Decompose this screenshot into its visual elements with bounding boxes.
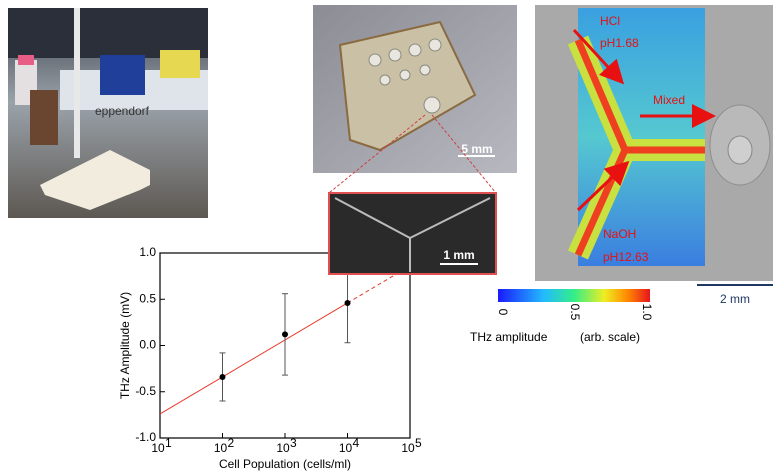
brand-text: eppendorf [95, 104, 150, 118]
data-point [345, 300, 351, 306]
thz-label: HCl [600, 14, 620, 28]
x-tick-exponent: 5 [415, 436, 422, 450]
x-tick-exponent: 3 [290, 436, 297, 450]
scale-label: 5 mm [461, 142, 492, 156]
zoom-photo: 1 mm [329, 193, 496, 274]
colorbar-tick-label: 0 [496, 309, 510, 316]
colorbar-tick-label: 1.0 [640, 304, 654, 321]
chip-photo: 5 mm [313, 5, 517, 173]
scale-label: 2 mm [720, 292, 750, 306]
thz-label: NaOH [603, 227, 636, 241]
pipette-photo: eppendorf [8, 8, 208, 218]
data-point [282, 331, 288, 337]
colorbar-unit: (arb. scale) [580, 330, 640, 344]
y-tick-label: 0.0 [139, 338, 156, 352]
colorbar-label: THz amplitude [470, 330, 548, 344]
x-tick-label: 10 [276, 441, 290, 455]
fit-line [160, 303, 348, 414]
x-tick-label: 10 [401, 441, 415, 455]
x-tick-exponent: 1 [165, 436, 172, 450]
colorbar [498, 289, 650, 302]
y-tick-label: 0.5 [139, 291, 156, 305]
y-tick-label: 1.0 [139, 245, 156, 259]
thz-label: Mixed [653, 93, 685, 107]
y-tick-label: -0.5 [135, 384, 156, 398]
colorbar-tick-label: 0.5 [568, 304, 582, 321]
x-tick-exponent: 4 [353, 436, 360, 450]
x-tick-label: 10 [151, 441, 165, 455]
figure: eppendorf 5 mm HCl pH1.68 Mixed NaOH pH1… [0, 0, 773, 476]
y-axis-label: THz Amplitude (mV) [118, 292, 132, 399]
x-tick-label: 10 [214, 441, 228, 455]
data-point [220, 374, 226, 380]
x-axis-label: Cell Population (cells/ml) [219, 457, 351, 471]
thz-image: HCl pH1.68 Mixed NaOH pH12.63 [535, 5, 773, 281]
thz-label: pH1.68 [600, 36, 639, 50]
thz-label: pH12.63 [603, 250, 649, 264]
x-tick-label: 10 [339, 441, 353, 455]
scale-label: 1 mm [443, 248, 474, 262]
x-tick-exponent: 2 [228, 436, 235, 450]
